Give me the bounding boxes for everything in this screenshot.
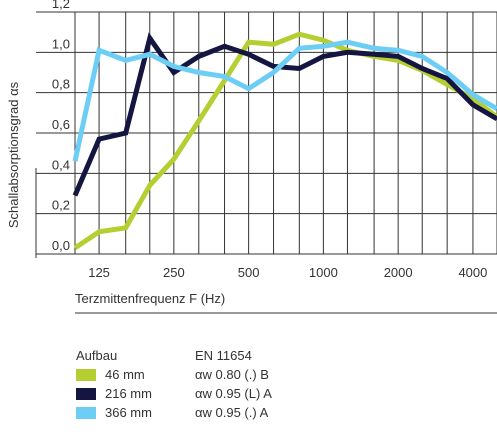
x-tick-label: 4000 bbox=[458, 265, 487, 280]
y-tick-label: 0,6 bbox=[52, 117, 70, 132]
legend: Aufbau EN 11654 46 mm αw 0.80 (.) B 216 … bbox=[76, 346, 272, 422]
legend-label: 216 mm bbox=[105, 386, 152, 401]
y-tick-label: 1,2 bbox=[52, 0, 70, 11]
legend-rating: αw 0.95 (.) A bbox=[195, 405, 269, 420]
legend-header-right: EN 11654 bbox=[195, 348, 252, 363]
legend-swatch bbox=[76, 368, 96, 381]
legend-row-366mm: 366 mm αw 0.95 (.) A bbox=[76, 403, 272, 422]
absorption-chart: 0,0 0,2 0,4 0,6 0,8 1,0 1,2 125 250 500 1000 2000 40… bbox=[6, 0, 497, 314]
y-axis-title: Schallabsorptionsgrad αs bbox=[6, 81, 21, 228]
series-line-3 bbox=[72, 39, 497, 162]
legend-row-216mm: 216 mm αw 0.95 (L) A bbox=[76, 384, 272, 403]
legend-swatch bbox=[76, 387, 96, 400]
chart-series bbox=[72, 31, 497, 250]
x-tick-label: 500 bbox=[238, 265, 260, 280]
legend-header: Aufbau EN 11654 bbox=[76, 346, 272, 365]
x-tick-label: 2000 bbox=[384, 265, 413, 280]
chart-tick-labels: 0,0 0,2 0,4 0,6 0,8 1,0 1,2 125 250 500 1000 2000 40… bbox=[52, 0, 487, 280]
legend-label: 46 mm bbox=[105, 367, 145, 382]
legend-row-46mm: 46 mm αw 0.80 (.) B bbox=[76, 365, 272, 384]
legend-rating: αw 0.80 (.) B bbox=[195, 367, 269, 382]
x-tick-label: 1000 bbox=[309, 265, 338, 280]
y-tick-label: 1,0 bbox=[52, 36, 70, 51]
y-tick-label: 0,2 bbox=[52, 198, 70, 213]
legend-swatch bbox=[76, 406, 96, 419]
x-tick-label: 125 bbox=[88, 265, 110, 280]
y-tick-label: 0,0 bbox=[52, 238, 70, 253]
y-tick-label: 0,8 bbox=[52, 77, 70, 92]
legend-header-left: Aufbau bbox=[76, 348, 118, 363]
y-tick-label: 0,4 bbox=[52, 157, 70, 172]
legend-label: 366 mm bbox=[105, 405, 152, 420]
legend-rating: αw 0.95 (L) A bbox=[195, 386, 272, 401]
x-axis-title: Terzmittenfrequenz F (Hz) bbox=[75, 291, 225, 306]
x-tick-label: 250 bbox=[163, 265, 185, 280]
